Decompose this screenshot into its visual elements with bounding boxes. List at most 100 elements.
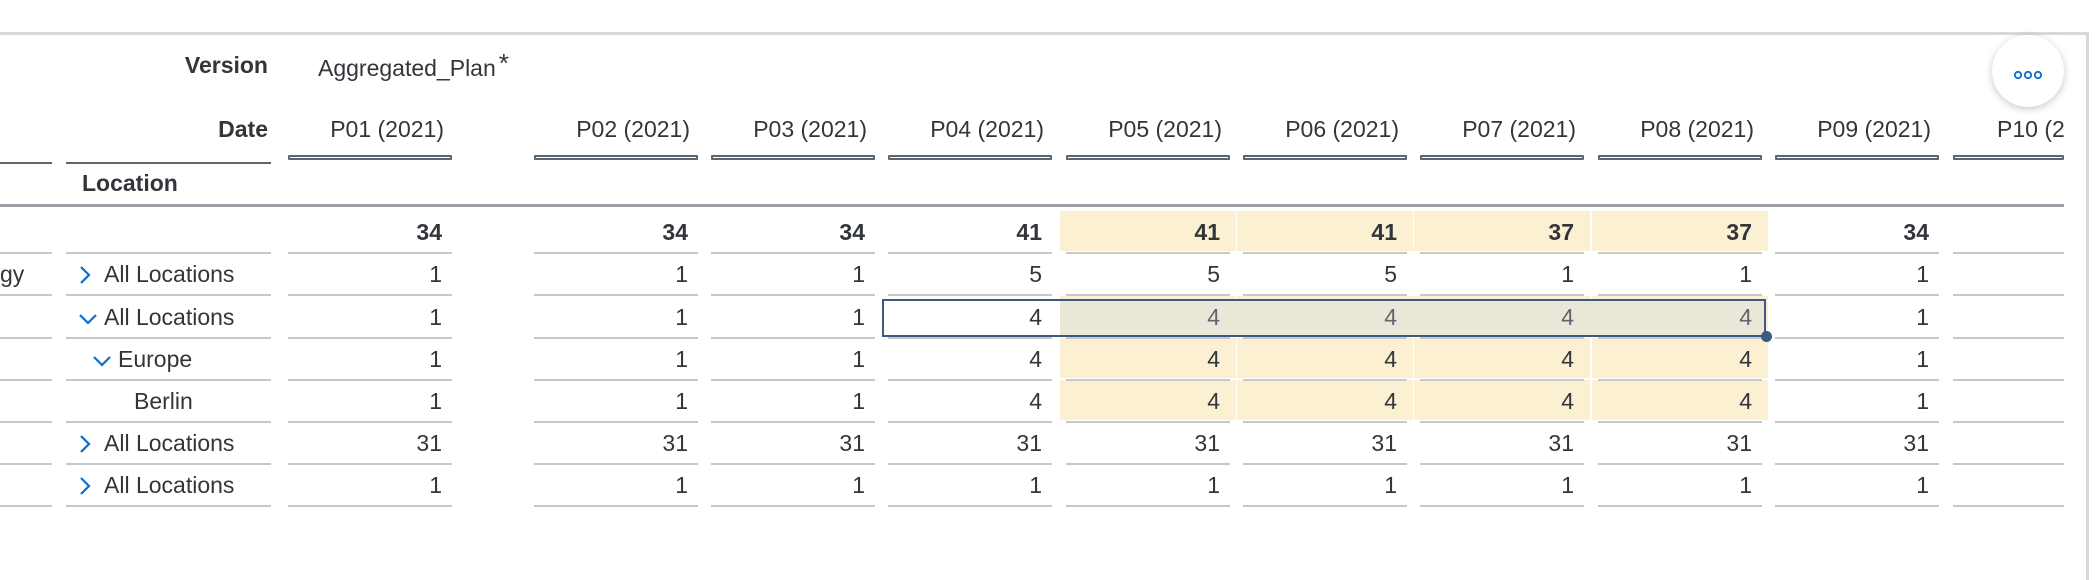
row-separator <box>66 379 271 381</box>
data-cell[interactable]: 1 <box>429 261 442 287</box>
row-member-6[interactable]: All Locations <box>104 430 235 456</box>
data-cell[interactable]: 1 <box>1916 346 1929 372</box>
data-cell[interactable]: 4 <box>1384 346 1397 372</box>
row-separator <box>534 252 698 254</box>
row-separator <box>1420 379 1584 381</box>
data-cell[interactable]: 1 <box>1916 388 1929 414</box>
data-cell[interactable]: 4 <box>1561 346 1574 372</box>
data-cell[interactable]: 1 <box>852 388 865 414</box>
data-cell[interactable]: 41 <box>1016 219 1042 245</box>
data-cell[interactable]: 1 <box>429 472 442 498</box>
data-cell[interactable]: 1 <box>675 472 688 498</box>
data-cell[interactable]: 1 <box>1916 261 1929 287</box>
data-cell[interactable]: 1 <box>1561 261 1574 287</box>
data-cell[interactable]: 37 <box>1548 219 1574 245</box>
more-options-button[interactable] <box>1992 35 2064 107</box>
column-header-6[interactable]: P06 (2021) <box>1285 116 1399 142</box>
data-cell[interactable]: 4 <box>1207 346 1220 372</box>
chevron-right-icon[interactable] <box>78 434 92 454</box>
dimension-column-underline <box>0 162 52 164</box>
data-cell[interactable]: 31 <box>1548 430 1574 456</box>
column-header-10[interactable]: P10 (20 <box>1997 116 2064 142</box>
data-cell[interactable]: 31 <box>1726 430 1752 456</box>
column-header-8[interactable]: P08 (2021) <box>1640 116 1754 142</box>
data-cell[interactable]: 1 <box>675 261 688 287</box>
data-cell[interactable]: 31 <box>416 430 442 456</box>
data-cell[interactable]: 5 <box>1384 261 1397 287</box>
data-cell[interactable]: 41 <box>1194 219 1220 245</box>
data-cell[interactable]: 4 <box>1207 388 1220 414</box>
data-cell[interactable]: 1 <box>1739 261 1752 287</box>
data-cell[interactable]: 1 <box>429 388 442 414</box>
column-header-1[interactable]: P01 (2021) <box>330 116 444 142</box>
row-member-3[interactable]: All Locations <box>104 304 235 330</box>
data-cell[interactable]: 5 <box>1207 261 1220 287</box>
row-member-4[interactable]: Europe <box>118 346 193 372</box>
fill-handle[interactable] <box>1761 331 1772 342</box>
version-value[interactable]: Aggregated_Plan * <box>318 48 509 83</box>
data-cell[interactable]: 34 <box>416 219 442 245</box>
data-cell[interactable]: 1 <box>429 304 442 330</box>
data-cell[interactable]: 1 <box>1916 304 1929 330</box>
data-cell[interactable]: 31 <box>1371 430 1397 456</box>
data-cell[interactable]: 34 <box>1903 219 1929 245</box>
data-cell[interactable]: 1 <box>1739 472 1752 498</box>
data-cell[interactable]: 4 <box>1029 346 1042 372</box>
chevron-right-icon[interactable] <box>78 476 92 496</box>
data-cell[interactable]: 1 <box>429 346 442 372</box>
column-header-3[interactable]: P03 (2021) <box>753 116 867 142</box>
data-cell[interactable]: 1 <box>1384 472 1397 498</box>
data-cell[interactable]: 37 <box>1726 219 1752 245</box>
data-cell[interactable]: 1 <box>1916 472 1929 498</box>
data-cell[interactable]: 31 <box>839 430 865 456</box>
row-member-7[interactable]: All Locations <box>104 472 235 498</box>
data-cell[interactable]: 31 <box>1016 430 1042 456</box>
data-cell[interactable]: 1 <box>1029 472 1042 498</box>
row-separator <box>1420 294 1584 296</box>
data-cell[interactable]: 5 <box>1029 261 1042 287</box>
column-header-4[interactable]: P04 (2021) <box>930 116 1044 142</box>
data-cell[interactable]: 1 <box>675 388 688 414</box>
data-cell[interactable]: 4 <box>1384 388 1397 414</box>
data-cell[interactable]: 4 <box>1029 304 1042 330</box>
data-cell[interactable]: 4 <box>1561 388 1574 414</box>
data-cell[interactable]: 4 <box>1561 304 1574 330</box>
row-separator <box>1953 337 2064 339</box>
data-cell[interactable]: 31 <box>1194 430 1220 456</box>
data-cell[interactable]: 4 <box>1739 388 1752 414</box>
data-cell[interactable]: 1 <box>852 346 865 372</box>
data-cell[interactable]: 1 <box>1207 472 1220 498</box>
data-cell[interactable]: 31 <box>1903 430 1929 456</box>
data-cell[interactable]: 1 <box>675 346 688 372</box>
data-cell[interactable]: 1 <box>852 304 865 330</box>
data-cell[interactable]: 4 <box>1739 304 1752 330</box>
row-separator <box>0 252 52 254</box>
chevron-down-icon[interactable] <box>78 312 98 326</box>
row-member-5[interactable]: Berlin <box>134 388 193 414</box>
data-cell[interactable]: 34 <box>839 219 865 245</box>
selection-border[interactable] <box>882 299 1766 337</box>
data-cell[interactable]: 1 <box>675 304 688 330</box>
column-header-7[interactable]: P07 (2021) <box>1462 116 1576 142</box>
location-dimension-label[interactable]: Location <box>82 170 178 196</box>
chevron-right-icon[interactable] <box>78 265 92 285</box>
row-separator <box>711 252 875 254</box>
row-member-2[interactable]: All Locations <box>104 261 235 287</box>
data-cell[interactable]: 1 <box>852 472 865 498</box>
data-cell[interactable]: 34 <box>662 219 688 245</box>
data-cell[interactable]: 41 <box>1371 219 1397 245</box>
data-cell[interactable]: 4 <box>1207 304 1220 330</box>
data-cell[interactable]: 31 <box>662 430 688 456</box>
data-cell[interactable]: 1 <box>852 261 865 287</box>
data-cell[interactable]: 4 <box>1384 304 1397 330</box>
chevron-down-icon[interactable] <box>92 354 112 368</box>
column-header-5[interactable]: P05 (2021) <box>1108 116 1222 142</box>
row-separator <box>1066 463 1230 465</box>
column-header-9[interactable]: P09 (2021) <box>1817 116 1931 142</box>
column-header-2[interactable]: P02 (2021) <box>576 116 690 142</box>
changed-cell-highlight <box>1414 338 1590 378</box>
data-cell[interactable]: 4 <box>1739 346 1752 372</box>
data-cell[interactable]: 1 <box>1561 472 1574 498</box>
data-cell[interactable]: 4 <box>1029 388 1042 414</box>
column-header-underline <box>534 155 698 160</box>
